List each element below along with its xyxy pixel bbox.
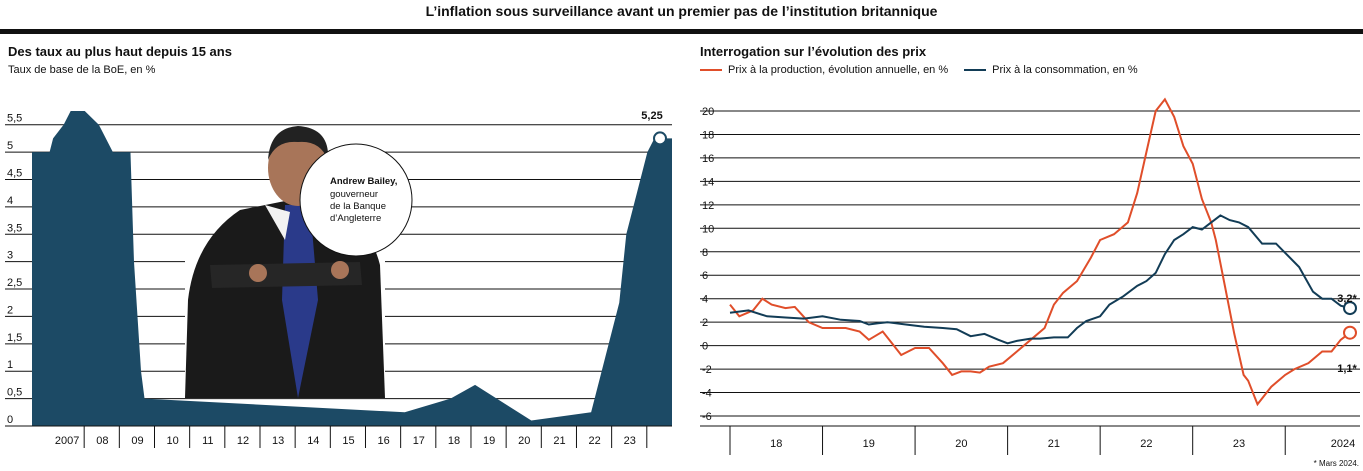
left-y-tick-label: 2,5 — [7, 277, 22, 289]
left-y-tick-label: 1 — [7, 359, 13, 371]
right-y-tick-label: -6 — [702, 411, 712, 423]
left-x-tick-label: 17 — [413, 435, 425, 447]
left-x-tick-label: 19 — [483, 435, 495, 447]
footnote: * Mars 2024. — [1313, 459, 1359, 468]
legend-swatch-consommation — [964, 69, 987, 71]
left-x-tick-label: 14 — [307, 435, 319, 447]
right-y-tick-label: 0 — [702, 341, 708, 353]
right-y-tick-label: 4 — [702, 294, 708, 306]
page-title: L’inflation sous surveillance avant un p… — [425, 3, 938, 19]
right-x-tick-label: 19 — [863, 438, 875, 450]
right-y-tick-label: 10 — [702, 223, 714, 235]
title-rule — [0, 29, 1363, 34]
right-y-tick-label: 14 — [702, 176, 714, 188]
last-rate-label: 5,25 — [641, 110, 662, 122]
last-rate-marker — [653, 131, 667, 146]
consumer-last-marker — [1343, 301, 1357, 316]
left-y-tick-label: 5 — [7, 140, 13, 152]
right-y-tick-label: -2 — [702, 364, 712, 376]
left-x-tick-label: 21 — [553, 435, 565, 447]
left-x-tick-label: 11 — [202, 435, 213, 447]
right-y-tick-label: -4 — [702, 388, 712, 400]
legend-item-production: Prix à la production, évolution annuelle… — [700, 64, 948, 76]
legend-label-consommation: Prix à la consommation, en % — [992, 64, 1138, 76]
left-x-tick-label: 10 — [167, 435, 179, 447]
left-x-tick-label: 18 — [448, 435, 460, 447]
left-chart-title: Des taux au plus haut depuis 15 ans — [8, 44, 232, 59]
right-y-tick-label: 16 — [702, 153, 714, 165]
right-y-tick-label: 2 — [702, 317, 708, 329]
left-y-tick-label: 2 — [7, 304, 13, 316]
left-x-tick-label: 23 — [624, 435, 636, 447]
caption-role-3: d’Angleterre — [330, 213, 381, 224]
left-y-tick-label: 3 — [7, 250, 13, 262]
right-chart-title: Interrogation sur l’évolution des prix — [700, 44, 927, 59]
left-x-tick-label: 22 — [589, 435, 601, 447]
right-x-tick-label: 2024 — [1331, 438, 1355, 450]
left-y-tick-label: 0,5 — [7, 387, 22, 399]
left-y-tick-label: 5,5 — [7, 113, 22, 125]
left-x-tick-label: 16 — [378, 435, 390, 447]
production-last-marker — [1343, 325, 1357, 340]
caption-name: Andrew Bailey, — [330, 176, 397, 187]
left-x-tick-label: 08 — [96, 435, 108, 447]
caption-role-1: gouverneur — [330, 189, 378, 200]
right-grid — [700, 110, 1360, 417]
left-x-tick-label: 20 — [518, 435, 530, 447]
left-x-tick-label: 12 — [237, 435, 249, 447]
left-x-tick-label: 15 — [342, 435, 354, 447]
right-y-tick-label: 12 — [702, 200, 714, 212]
production-price-line — [729, 97, 1351, 407]
right-x-tick-label: 21 — [1048, 438, 1060, 450]
caption-role-2: de la Banque — [330, 201, 386, 212]
right-y-tick-label: 6 — [702, 270, 708, 282]
right-x-tick-label: 20 — [955, 438, 967, 450]
left-y-tick-label: 0 — [7, 414, 13, 426]
consumer-last-label: 3,2* — [1337, 293, 1357, 305]
left-x-tick-label: 2007 — [55, 435, 79, 447]
photo-caption-bubble: Andrew Bailey, gouverneur de la Banque d… — [299, 143, 413, 257]
left-y-tick-label: 4 — [7, 195, 13, 207]
right-x-tick-label: 22 — [1140, 438, 1152, 450]
left-chart-subtitle: Taux de base de la BoE, en % — [8, 64, 156, 76]
left-y-tick-label: 3,5 — [7, 222, 22, 234]
legend-item-consommation: Prix à la consommation, en % — [964, 64, 1138, 76]
right-y-tick-label: 18 — [702, 129, 714, 141]
boe-rate-area — [32, 111, 672, 426]
left-x-tick-label: 13 — [272, 435, 284, 447]
left-y-tick-label: 1,5 — [7, 332, 22, 344]
legend-label-production: Prix à la production, évolution annuelle… — [728, 64, 949, 76]
left-x-tick-label: 09 — [131, 435, 143, 447]
legend-swatch-production — [700, 69, 722, 71]
legend: Prix à la production, évolution annuelle… — [700, 64, 1148, 76]
production-last-label: 1,1* — [1337, 363, 1357, 375]
left-axis: 0 0,5 1 1,5 2 2,5 3 3,5 4 4,5 5 5,5 2007 08 09 10 11 12 13… — [5, 113, 672, 448]
right-x-tick-label: 18 — [770, 438, 782, 450]
consumer-price-line — [729, 214, 1351, 345]
person-photo-icon — [185, 126, 385, 398]
right-x-tick-label: 23 — [1233, 438, 1245, 450]
right-y-tick-label: 20 — [702, 106, 714, 118]
right-y-tick-label: 8 — [702, 247, 708, 259]
left-y-tick-label: 4,5 — [7, 167, 22, 179]
